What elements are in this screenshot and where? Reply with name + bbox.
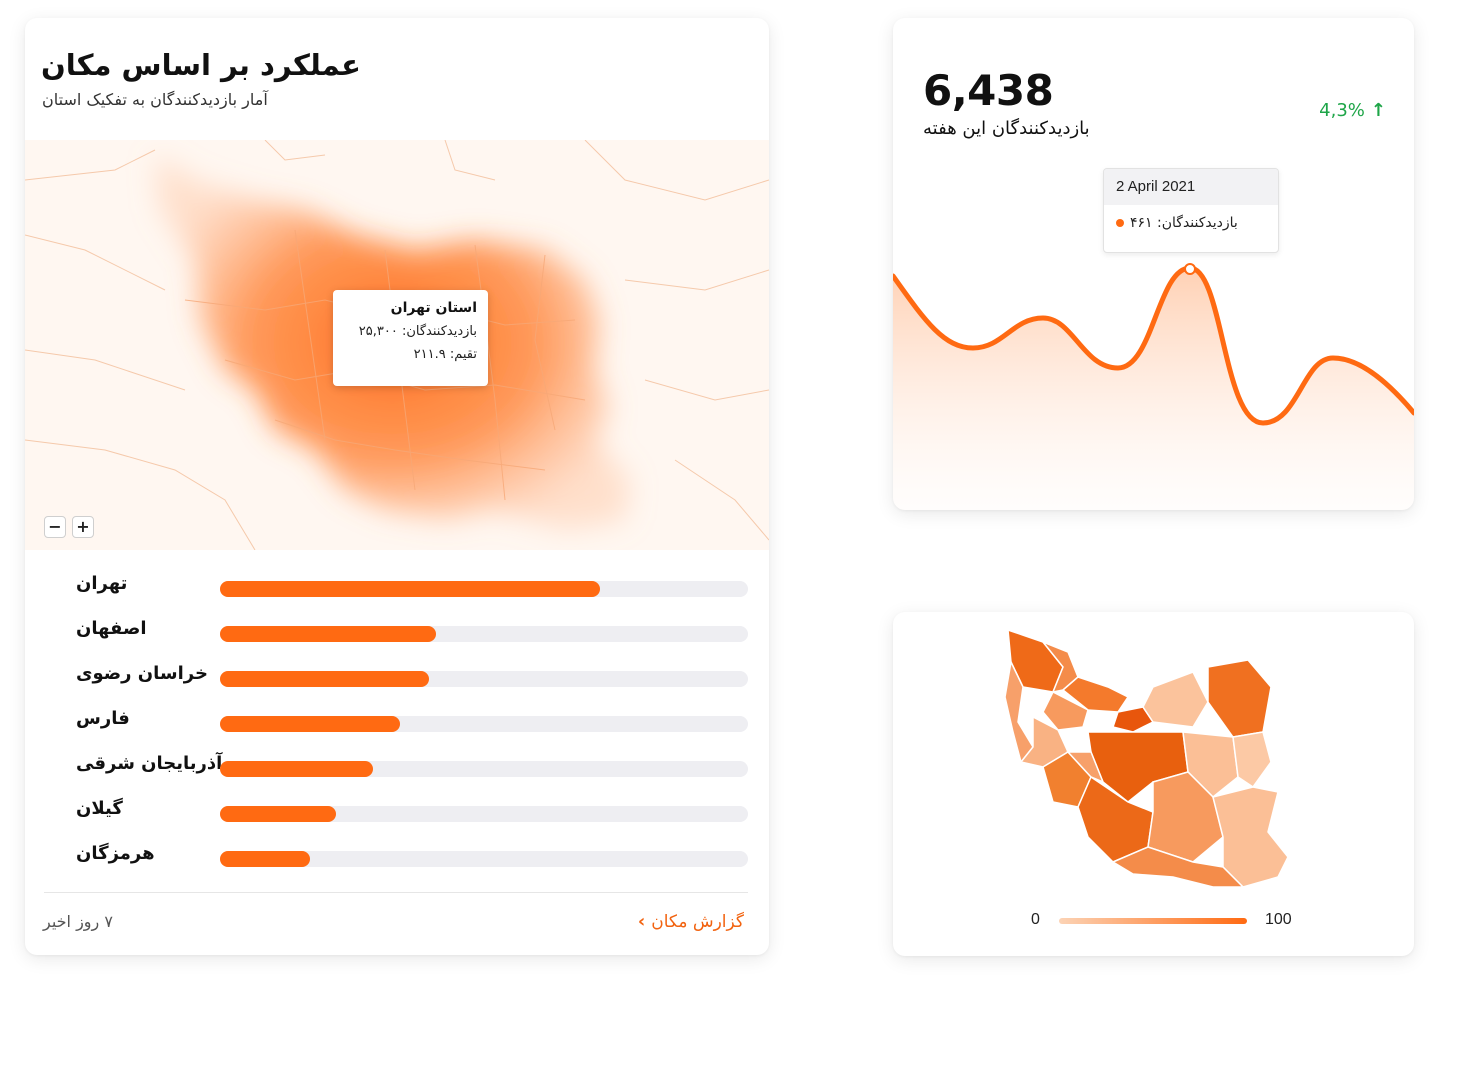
series-dot-icon bbox=[1116, 219, 1124, 227]
zoom-in-button[interactable]: + bbox=[72, 516, 94, 538]
chart-tooltip-date: 2 April 2021 bbox=[1104, 169, 1278, 205]
province-name: اصفهان bbox=[76, 618, 147, 639]
legend-max: 100 bbox=[1265, 911, 1292, 928]
region-ne bbox=[1207, 659, 1272, 738]
map-tooltip-rate: تقیم: ۲۱۱.۹ bbox=[413, 347, 477, 362]
progress-track bbox=[220, 581, 748, 597]
province-name: هرمزگان bbox=[76, 843, 155, 864]
map-tooltip: استان تهران بازدیدکنندگان: ۲۵,۳۰۰ تقیم: … bbox=[333, 290, 488, 386]
progress-track bbox=[220, 716, 748, 732]
province-row[interactable]: فارس bbox=[25, 708, 769, 738]
progress-track bbox=[220, 851, 748, 867]
region-kerman bbox=[1147, 771, 1224, 863]
region-tehran bbox=[1112, 706, 1155, 733]
visitors-label: بازدیدکنندگان این هفته bbox=[923, 118, 1090, 139]
province-row[interactable]: هرمزگان bbox=[25, 843, 769, 873]
hover-point bbox=[1184, 263, 1196, 275]
progress-fill bbox=[220, 806, 337, 822]
arrow-up-icon: ↑ bbox=[1370, 100, 1386, 121]
map-tooltip-visitors: بازدیدکنندگان: ۲۵,۳۰۰ bbox=[358, 324, 477, 339]
province-heat-map[interactable]: استان تهران بازدیدکنندگان: ۲۵,۳۰۰ تقیم: … bbox=[25, 140, 769, 550]
legend-min: 0 bbox=[1031, 911, 1040, 928]
weekly-visitors-card: 6,438 بازدیدکنندگان این هفته 4,3% ↑ 2 Ap… bbox=[893, 18, 1414, 510]
province-name: فارس bbox=[76, 708, 130, 729]
region-hormozgan bbox=[1111, 846, 1245, 888]
zoom-out-button[interactable]: − bbox=[44, 516, 66, 538]
visitors-change: 4,3% ↑ bbox=[1319, 100, 1386, 121]
progress-fill bbox=[220, 851, 310, 867]
province-row[interactable]: خراسان رضوی bbox=[25, 663, 769, 693]
location-performance-card: عملکرد بر اساس مکان آمار بازدیدکنندگان ب… bbox=[25, 18, 769, 955]
region-semnan bbox=[1142, 671, 1209, 728]
province-name: گیلان bbox=[76, 798, 123, 819]
map-tooltip-title: استان تهران bbox=[390, 300, 477, 316]
progress-fill bbox=[220, 581, 601, 597]
location-report-label: گزارش مکان bbox=[651, 911, 744, 932]
province-name: خراسان رضوی bbox=[76, 663, 208, 684]
period-label: ۷ روز اخیر bbox=[43, 912, 113, 931]
progress-fill bbox=[220, 626, 437, 642]
change-value: 4,3% bbox=[1319, 100, 1365, 121]
province-regions bbox=[1004, 628, 1289, 888]
progress-track bbox=[220, 806, 748, 822]
progress-fill bbox=[220, 716, 400, 732]
chevron-right-icon: › bbox=[637, 911, 646, 932]
progress-fill bbox=[220, 671, 429, 687]
chart-tooltip-value: بازدیدکنندگان: ۴۶۱ bbox=[1130, 215, 1238, 231]
footer-divider bbox=[44, 892, 748, 893]
region-sistan bbox=[1212, 786, 1289, 888]
visitors-count: 6,438 bbox=[923, 66, 1054, 115]
progress-track bbox=[220, 626, 748, 642]
visitors-area bbox=[893, 268, 1414, 510]
region-lor bbox=[1066, 751, 1105, 784]
choropleth-map[interactable] bbox=[893, 612, 1414, 902]
progress-track bbox=[220, 761, 748, 777]
card-subtitle: آمار بازدیدکنندگان به تفکیک استان bbox=[42, 90, 268, 109]
region-khorasan-s bbox=[1232, 731, 1272, 789]
neighbour-borders bbox=[25, 140, 769, 550]
province-row[interactable]: گیلان bbox=[25, 798, 769, 828]
province-name: تهران bbox=[76, 573, 128, 594]
color-legend: 0 100 bbox=[893, 908, 1414, 938]
progress-fill bbox=[220, 761, 374, 777]
chart-tooltip: 2 April 2021 بازدیدکنندگان: ۴۶۱ bbox=[1103, 168, 1279, 253]
card-title: عملکرد بر اساس مکان bbox=[41, 48, 361, 82]
visitors-line bbox=[893, 265, 1414, 426]
province-choropleth-card: 0 100 bbox=[893, 612, 1414, 956]
visitors-line-chart bbox=[893, 263, 1414, 510]
province-row[interactable]: اصفهان bbox=[25, 618, 769, 648]
legend-gradient-bar bbox=[1059, 918, 1247, 924]
region-qazvin bbox=[1042, 690, 1089, 731]
province-row[interactable]: آذربایجان شرقی bbox=[25, 753, 769, 783]
progress-track bbox=[220, 671, 748, 687]
chart-tooltip-body: بازدیدکنندگان: ۴۶۱ bbox=[1104, 205, 1278, 241]
location-report-link[interactable]: گزارش مکان › bbox=[638, 911, 744, 932]
province-name: آذربایجان شرقی bbox=[76, 753, 223, 774]
province-row[interactable]: تهران bbox=[25, 573, 769, 603]
